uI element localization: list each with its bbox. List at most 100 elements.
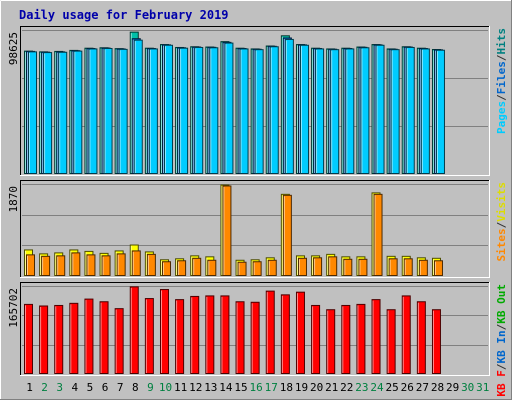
x-tick-label-day-14: 14 bbox=[219, 381, 233, 394]
bar-sites-day-2 bbox=[41, 255, 51, 277]
x-tick-label-day-25: 25 bbox=[386, 381, 399, 394]
bar-pages-day-15 bbox=[239, 48, 249, 175]
x-tick-label-day-31: 31 bbox=[476, 381, 489, 394]
bar-kb-f-day-24 bbox=[371, 299, 381, 375]
bar-pages-day-7 bbox=[118, 48, 128, 174]
bar-pages-day-12 bbox=[194, 46, 204, 175]
legend-entry: Hits bbox=[495, 28, 508, 55]
legend-visits-sites: Sites/Visits bbox=[495, 182, 508, 262]
x-tick-label-day-24: 24 bbox=[370, 381, 384, 394]
bar-sites-day-20 bbox=[313, 257, 323, 276]
x-tick-label-day-29: 29 bbox=[446, 381, 459, 394]
bar-kb-f-day-16 bbox=[250, 301, 260, 374]
bar-kb-f-day-19 bbox=[295, 291, 305, 375]
bar-kb-f-day-17 bbox=[265, 290, 275, 374]
bar-pages-day-22 bbox=[345, 48, 355, 175]
bar-sites-day-11 bbox=[177, 260, 187, 276]
bar-sites-day-27 bbox=[418, 259, 428, 277]
y-axis-max-labels: 98625 1870 165702 bbox=[7, 32, 20, 328]
x-tick-label-day-19: 19 bbox=[295, 381, 308, 394]
x-tick-label-day-30: 30 bbox=[461, 381, 474, 394]
panel-kb-traffic bbox=[20, 282, 490, 376]
bar-pages-day-6 bbox=[103, 47, 113, 174]
legend-entry: / bbox=[495, 221, 508, 228]
legend-entry: KB F bbox=[495, 370, 508, 397]
bar-pages-day-21 bbox=[330, 49, 340, 174]
bar-pages-day-13 bbox=[209, 47, 219, 175]
x-tick-label-day-11: 11 bbox=[174, 381, 187, 394]
bar-pages-day-28 bbox=[435, 49, 445, 174]
bar-sites-day-24 bbox=[373, 193, 383, 276]
bar-sites-day-12 bbox=[192, 257, 202, 276]
x-tick-label-day-9: 9 bbox=[147, 381, 154, 394]
legend-entry: / bbox=[495, 323, 508, 330]
bar-kb-f-day-21 bbox=[326, 309, 336, 374]
legend-entry: Files bbox=[495, 61, 508, 94]
bar-sites-day-10 bbox=[161, 261, 171, 276]
x-tick-label-day-22: 22 bbox=[340, 381, 353, 394]
bar-sites-day-13 bbox=[207, 259, 217, 277]
bar-pages-day-14 bbox=[224, 42, 234, 174]
x-axis-tick-labels: 1 2 3 4 5 6 7 8 9 10 11 12 13 14 15 16 17 18 19 20 21 22 23 24 2… bbox=[26, 381, 489, 394]
bar-kb-f-day-3 bbox=[54, 304, 64, 374]
bar-sites-day-1 bbox=[26, 254, 35, 276]
legend-entry: / bbox=[495, 94, 508, 101]
bar-kb-f-day-26 bbox=[401, 295, 411, 374]
bar-kb-f-day-18 bbox=[280, 294, 290, 375]
bar-kb-f-day-7 bbox=[114, 308, 124, 375]
x-tick-label-day-3: 3 bbox=[56, 381, 63, 394]
x-tick-label-day-21: 21 bbox=[325, 381, 338, 394]
legend-entry: Visits bbox=[495, 182, 508, 222]
bar-kb-f-day-15 bbox=[235, 301, 245, 375]
bar-sites-day-9 bbox=[146, 253, 156, 276]
bar-sites-day-17 bbox=[267, 259, 277, 277]
bar-pages-day-24 bbox=[375, 44, 385, 175]
x-tick-label-day-5: 5 bbox=[87, 381, 94, 394]
bar-sites-day-6 bbox=[101, 255, 111, 276]
x-tick-label-day-12: 12 bbox=[189, 381, 202, 394]
x-tick-label-day-13: 13 bbox=[204, 381, 217, 394]
bar-pages-day-5 bbox=[88, 48, 98, 175]
panel-visits-sites bbox=[20, 180, 490, 278]
bar-kb-f-day-20 bbox=[311, 304, 321, 374]
bar-sites-day-28 bbox=[433, 260, 443, 276]
legend-entry: / bbox=[495, 54, 508, 61]
bar-sites-day-25 bbox=[388, 258, 398, 276]
x-tick-label-day-16: 16 bbox=[250, 381, 263, 394]
x-tick-label-day-2: 2 bbox=[41, 381, 48, 394]
x-tick-label-day-18: 18 bbox=[280, 381, 293, 394]
legend-entry: Pages bbox=[495, 101, 508, 134]
bar-kb-f-day-6 bbox=[99, 301, 109, 375]
bar-sites-day-5 bbox=[86, 254, 96, 276]
bar-pages-day-1 bbox=[28, 51, 37, 174]
y-max-label-visits-sites: 1870 bbox=[7, 186, 20, 213]
legend-entry: Sites bbox=[495, 228, 508, 261]
bar-kb-f-day-4 bbox=[69, 302, 79, 374]
bar-sites-day-15 bbox=[237, 261, 247, 277]
legend-entry: KB Out bbox=[495, 284, 508, 324]
bar-kb-f-day-14 bbox=[220, 295, 230, 374]
legend-kb-traffic: KB F/KB In/KB Out bbox=[495, 284, 508, 397]
x-tick-label-day-1: 1 bbox=[26, 381, 33, 394]
bar-pages-day-18 bbox=[284, 38, 294, 175]
bar-kb-f-day-13 bbox=[205, 295, 215, 374]
bar-pages-day-11 bbox=[179, 47, 189, 174]
bar-pages-day-23 bbox=[360, 47, 370, 175]
bar-pages-day-3 bbox=[58, 51, 68, 174]
bar-kb-f-day-11 bbox=[175, 299, 185, 375]
bar-kb-f-day-2 bbox=[39, 305, 49, 375]
bar-pages-day-4 bbox=[73, 50, 83, 174]
series-kb-f bbox=[24, 286, 441, 375]
bar-pages-day-20 bbox=[315, 48, 325, 175]
panel-pages-files-hits bbox=[20, 26, 490, 176]
bar-kb-f-day-25 bbox=[386, 309, 396, 374]
bar-pages-day-27 bbox=[420, 48, 430, 175]
x-tick-label-day-7: 7 bbox=[117, 381, 124, 394]
bar-pages-day-25 bbox=[390, 49, 400, 174]
bar-pages-day-26 bbox=[405, 46, 415, 175]
bar-pages-day-8 bbox=[133, 39, 143, 174]
bar-sites-day-4 bbox=[71, 252, 81, 276]
bar-kb-f-day-27 bbox=[416, 301, 426, 375]
